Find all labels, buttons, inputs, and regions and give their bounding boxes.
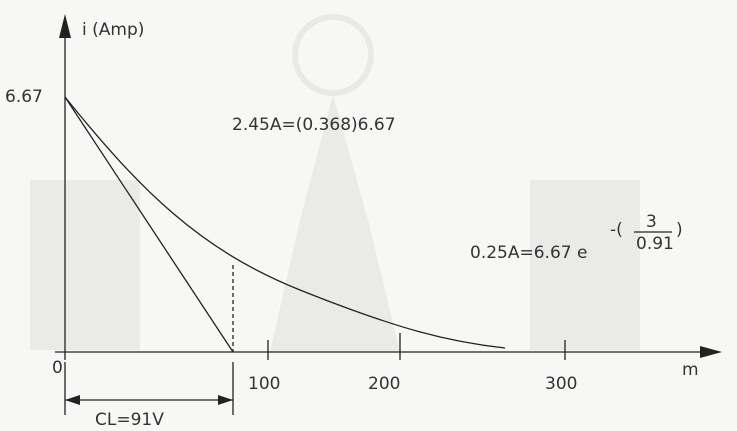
x-arrow bbox=[700, 346, 722, 358]
x-tick-label: 300 bbox=[545, 374, 577, 394]
y-tick-label: 6.67 bbox=[5, 87, 43, 107]
origin-label: 0 bbox=[52, 358, 63, 378]
y-label: i (Amp) bbox=[82, 20, 144, 40]
x-tick-label: 100 bbox=[248, 374, 280, 394]
exponent: -( bbox=[610, 220, 623, 240]
exponent: 3 bbox=[646, 212, 657, 232]
tangent-line bbox=[64, 96, 234, 353]
formula: 0.25A=6.67 e bbox=[470, 243, 587, 263]
y-arrow bbox=[59, 14, 71, 38]
exponent: ) bbox=[676, 220, 683, 240]
decay-curve bbox=[64, 96, 506, 349]
watermark bbox=[30, 14, 640, 352]
x-label: m bbox=[682, 360, 699, 380]
span-label: CL=91V bbox=[95, 410, 164, 430]
exponent: 0.91 bbox=[636, 234, 674, 254]
annotation: 2.45A=(0.368)6.67 bbox=[232, 115, 396, 135]
x-tick-label: 200 bbox=[368, 374, 400, 394]
